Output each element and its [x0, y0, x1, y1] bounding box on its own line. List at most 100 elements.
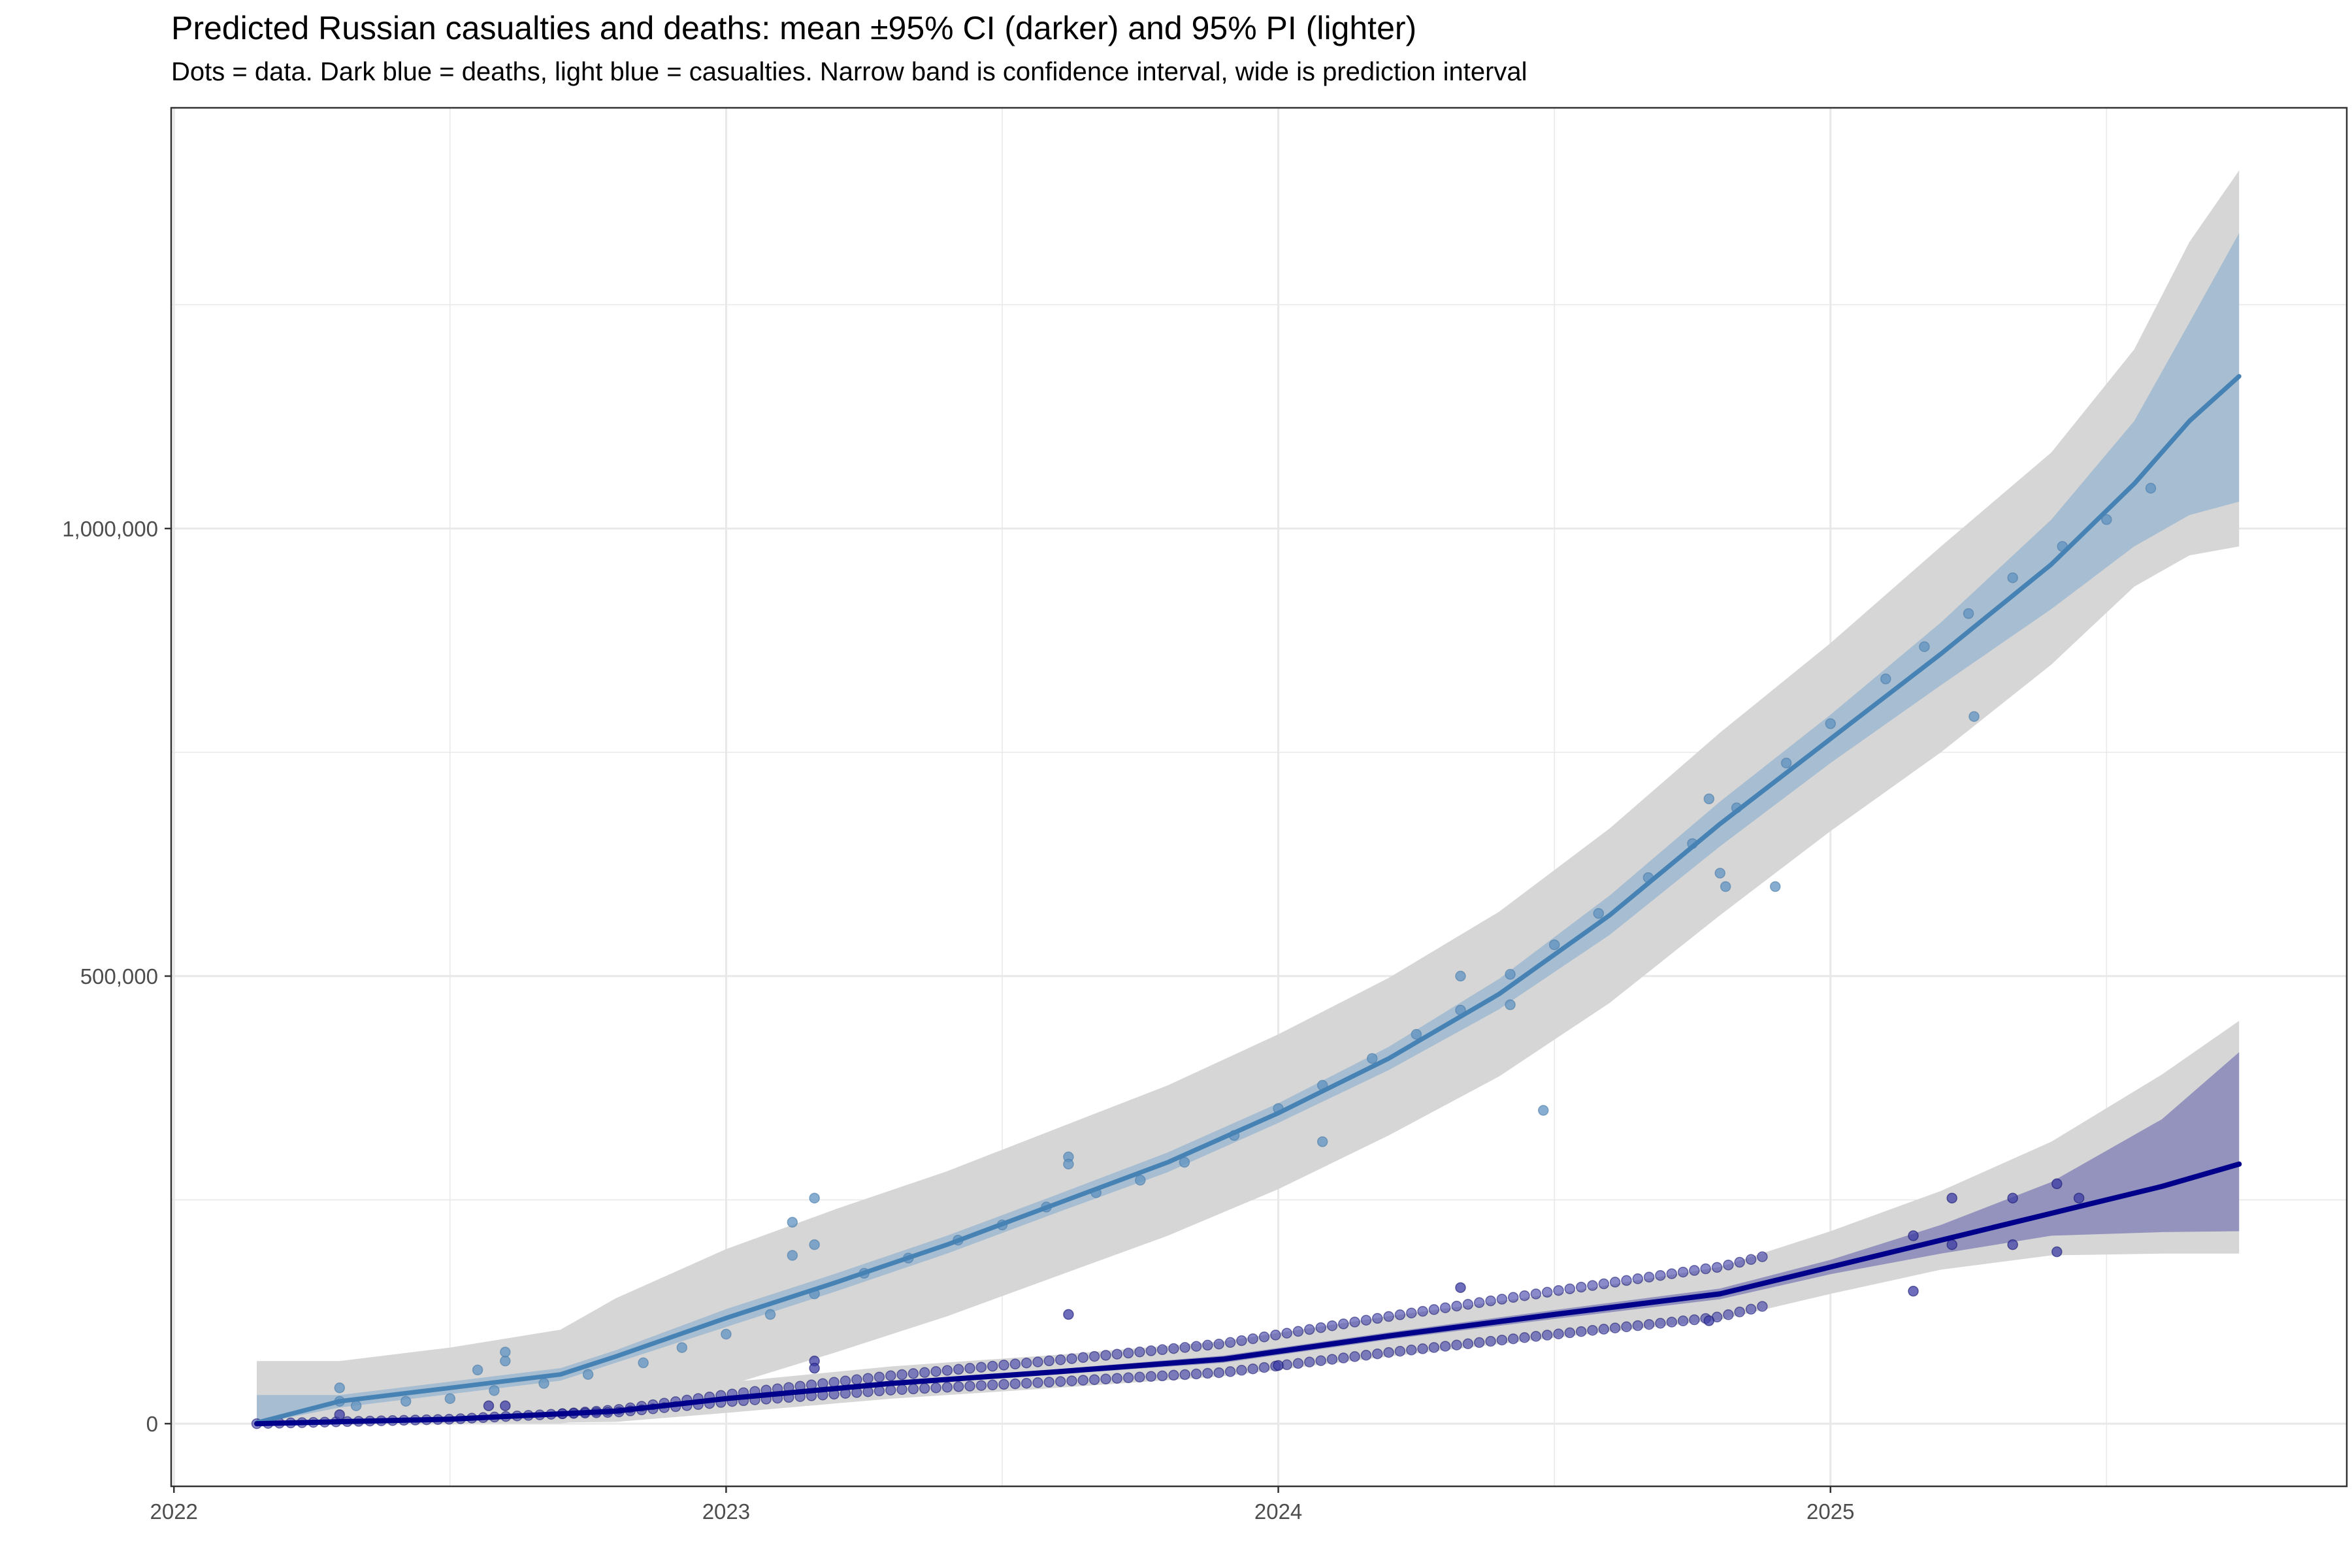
death-data-point — [1168, 1369, 1179, 1381]
plot-panel-background — [171, 108, 2347, 1486]
death-data-point — [1541, 1286, 1553, 1298]
casualty-data-point — [1593, 907, 1605, 919]
death-data-point — [1077, 1375, 1089, 1386]
chart-title: Predicted Russian casualties and deaths:… — [171, 10, 1417, 46]
death-data-point — [1258, 1362, 1270, 1373]
death-data-point — [1677, 1266, 1689, 1278]
death-data-point — [885, 1384, 896, 1396]
death-data-point — [500, 1400, 511, 1411]
deaths-prediction-interval — [257, 1021, 2240, 1424]
casualty-data-point — [2145, 483, 2157, 494]
casualty-data-point — [1703, 793, 1715, 804]
death-data-point — [1553, 1284, 1564, 1296]
casualty-data-point — [1714, 868, 1725, 879]
casualty-data-point — [1316, 1136, 1328, 1147]
death-data-point — [896, 1384, 907, 1396]
death-data-point — [2007, 1239, 2018, 1250]
casualty-data-point — [1919, 641, 1930, 653]
death-data-point — [1066, 1353, 1077, 1364]
death-data-point — [1349, 1316, 1360, 1328]
casualty-data-point — [472, 1364, 483, 1376]
death-data-point — [930, 1382, 941, 1394]
y-tick-label: 500,000 — [80, 964, 158, 988]
death-data-point — [1122, 1347, 1134, 1359]
death-data-point — [1304, 1356, 1315, 1368]
death-data-point — [1621, 1275, 1632, 1286]
death-data-point — [1063, 1309, 1074, 1320]
death-data-point — [1598, 1278, 1610, 1290]
death-data-point — [1134, 1347, 1145, 1358]
death-data-point — [1066, 1375, 1077, 1386]
casualty-data-point — [1135, 1175, 1146, 1186]
death-data-point — [1485, 1295, 1496, 1307]
casualty-data-point — [2101, 514, 2112, 525]
death-data-point — [1406, 1307, 1417, 1318]
death-data-point — [1383, 1311, 1394, 1322]
casualty-data-point — [538, 1378, 549, 1389]
casualties-mean-line — [254, 374, 2242, 1426]
death-data-point — [1451, 1339, 1462, 1350]
death-data-point — [1530, 1331, 1542, 1342]
line-layer — [254, 374, 2242, 1427]
death-data-point — [1100, 1350, 1111, 1361]
death-data-point — [998, 1360, 1009, 1371]
death-data-point — [975, 1380, 987, 1391]
death-data-point — [1609, 1277, 1621, 1288]
death-data-point — [1168, 1343, 1179, 1354]
death-data-point — [1009, 1358, 1021, 1370]
death-data-point — [1349, 1351, 1360, 1362]
death-data-point — [1054, 1376, 1066, 1387]
death-data-point — [1021, 1357, 1032, 1369]
death-data-point — [1326, 1320, 1338, 1331]
death-data-point — [1689, 1314, 1700, 1326]
casualty-data-point — [334, 1382, 346, 1394]
y-tick-label: 1,000,000 — [62, 517, 158, 541]
death-data-point — [1190, 1368, 1202, 1380]
death-data-point — [907, 1383, 919, 1395]
casualty-data-point — [350, 1400, 362, 1411]
death-data-point — [1689, 1265, 1700, 1276]
death-data-point — [987, 1360, 998, 1372]
death-data-point — [1009, 1378, 1021, 1390]
death-data-point — [1213, 1367, 1224, 1379]
casualty-data-point — [582, 1369, 594, 1380]
death-data-point — [1643, 1318, 1655, 1330]
death-data-point — [1021, 1377, 1032, 1389]
death-data-point — [1326, 1354, 1338, 1365]
casualty-data-point — [1968, 711, 1980, 722]
x-tick-label: 2023 — [702, 1499, 750, 1524]
death-data-point — [1908, 1286, 1919, 1297]
deaths-mean-line — [254, 1161, 2242, 1427]
death-data-point — [1666, 1316, 1678, 1328]
death-data-point — [1111, 1348, 1123, 1360]
death-data-point — [1338, 1352, 1349, 1364]
death-data-point — [1564, 1283, 1576, 1294]
death-data-point — [1043, 1377, 1055, 1388]
chart-subtitle: Dots = data. Dark blue = deaths, light b… — [171, 57, 1527, 86]
death-data-point — [1100, 1373, 1111, 1384]
death-data-point — [1496, 1334, 1508, 1346]
death-data-point — [2007, 1192, 2018, 1204]
death-data-point — [828, 1377, 840, 1388]
death-data-point — [1757, 1301, 1768, 1312]
death-data-point — [1372, 1313, 1383, 1324]
casualty-data-point — [1769, 881, 1781, 892]
death-data-point — [1315, 1322, 1326, 1333]
death-data-point — [1360, 1350, 1372, 1361]
death-data-point — [1553, 1328, 1564, 1339]
death-data-point — [1292, 1358, 1304, 1369]
death-data-point — [1473, 1297, 1485, 1309]
death-data-point — [1054, 1354, 1066, 1365]
death-data-point — [1428, 1342, 1440, 1353]
death-data-point — [1575, 1281, 1587, 1293]
death-data-point — [1632, 1273, 1644, 1284]
death-data-point — [1485, 1335, 1496, 1347]
casualty-data-point — [500, 1347, 511, 1358]
casualty-data-point — [489, 1385, 500, 1396]
death-data-point — [874, 1371, 885, 1382]
death-data-point — [1417, 1305, 1428, 1317]
death-data-point — [809, 1362, 820, 1374]
casualty-data-point — [500, 1355, 511, 1367]
death-data-point — [1043, 1355, 1055, 1367]
